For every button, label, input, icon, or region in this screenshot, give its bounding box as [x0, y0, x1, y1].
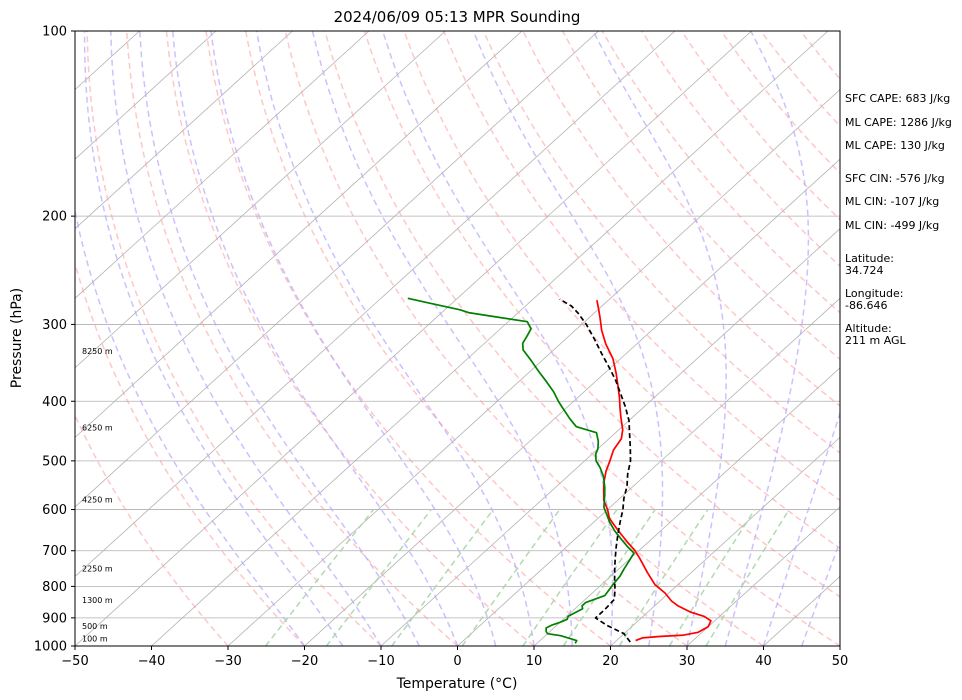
dry-adiabat	[443, 31, 840, 502]
x-tick-label: −50	[61, 654, 88, 669]
y-tick-label: 400	[42, 395, 67, 410]
isotherm	[75, 31, 599, 508]
sounding-traces	[407, 297, 712, 644]
x-tick-label: −20	[291, 654, 318, 669]
temperature-line	[596, 300, 712, 642]
isotherm	[380, 228, 840, 646]
x-tick-label: −30	[214, 654, 241, 669]
mixing-ratio-line	[705, 509, 790, 646]
mixing-ratio-line	[668, 509, 756, 646]
moist-adiabat	[255, 31, 535, 646]
y-axis-label: Pressure (hPa)	[9, 288, 25, 388]
y-tick-label: 800	[42, 580, 67, 595]
x-tick-label: 10	[526, 654, 543, 669]
y-tick-label: 600	[42, 503, 67, 518]
sfc-cape-text: SFC CAPE: 683 J/kg	[845, 92, 950, 105]
height-label: 100 m	[82, 635, 108, 644]
altitude-label: Altitude:	[845, 322, 892, 335]
latitude-value: 34.724	[845, 264, 884, 277]
moist-adiabat	[83, 31, 344, 646]
ml-cin-text-2: ML CIN: -499 J/kg	[845, 219, 939, 232]
x-ticks: −50 −40 −30 −20 −10 0 10 20 30 40 50	[61, 646, 848, 669]
height-label: 1300 m	[82, 596, 113, 605]
isotherm	[457, 297, 840, 646]
moist-adiabat	[171, 31, 459, 646]
dry-adiabat	[403, 31, 840, 550]
altitude-value: 211 m AGL	[845, 334, 907, 347]
height-label: 8250 m	[82, 347, 113, 356]
x-tick-label: −10	[367, 654, 394, 669]
dry-adiabat	[125, 31, 459, 646]
ml-cape-text-2: ML CAPE: 130 J/kg	[845, 139, 945, 152]
isotherm	[610, 436, 840, 646]
stats-panel: SFC CAPE: 683 J/kg ML CAPE: 1286 J/kg ML…	[845, 92, 952, 347]
y-tick-label: 200	[42, 210, 67, 225]
height-label: 500 m	[82, 622, 108, 631]
x-tick-label: 30	[679, 654, 696, 669]
dry-adiabat	[86, 31, 382, 646]
mixing-ratio-line	[562, 509, 656, 646]
moist-adiabat	[311, 31, 574, 646]
dry-adiabat	[75, 260, 306, 646]
dewpoint-line	[407, 297, 635, 644]
background-lines	[75, 31, 840, 646]
x-tick-label: 0	[453, 654, 461, 669]
height-label: 6250 m	[82, 423, 113, 432]
moist-adiabat	[139, 31, 420, 646]
ml-cape-text-1: ML CAPE: 1286 J/kg	[845, 116, 952, 129]
mixing-ratio-line	[522, 509, 618, 646]
isotherm	[151, 31, 829, 646]
isotherm	[75, 31, 293, 230]
moist-adiabat	[75, 207, 306, 646]
longitude-value: -86.646	[845, 299, 887, 312]
mixing-ratio-line	[461, 509, 561, 646]
isotherm	[75, 31, 752, 646]
y-tick-label: 300	[42, 318, 67, 333]
dry-adiabat	[165, 31, 535, 646]
isotherm	[75, 31, 370, 299]
longitude-label: Longitude:	[845, 287, 903, 300]
isotherm	[686, 506, 840, 646]
x-tick-label: 40	[755, 654, 772, 669]
y-ticks: 1000 900 800 700 600 500 400 300 200 100	[34, 25, 75, 655]
latitude-label: Latitude:	[845, 252, 894, 265]
moist-adiabat	[472, 31, 664, 646]
y-tick-label: 100	[42, 25, 67, 40]
parcel-line	[559, 298, 632, 643]
chart-title: 2024/06/09 05:13 MPR Sounding	[334, 8, 581, 26]
ml-cin-text-1: ML CIN: -107 J/kg	[845, 195, 939, 208]
x-tick-label: 50	[832, 654, 849, 669]
y-tick-label: 500	[42, 454, 67, 469]
sfc-cin-text: SFC CIN: -576 J/kg	[845, 172, 945, 185]
moist-adiabat	[210, 31, 497, 646]
moist-adiabat	[110, 31, 382, 646]
x-tick-label: 20	[602, 654, 619, 669]
dry-adiabat	[244, 31, 688, 646]
mixing-ratio-line	[391, 509, 494, 646]
moist-adiabat	[724, 31, 810, 646]
height-label: 4250 m	[82, 496, 113, 505]
dry-adiabat	[363, 31, 840, 598]
dry-adiabat	[284, 31, 764, 646]
x-tick-label: −40	[138, 654, 165, 669]
x-axis-label: Temperature (°C)	[396, 676, 518, 692]
height-labels: 100 m 500 m 1300 m 2250 m 4250 m 6250 m 8250 m	[82, 347, 113, 643]
isotherm	[75, 31, 446, 369]
height-label: 2250 m	[82, 564, 113, 573]
moist-adiabat	[762, 410, 840, 646]
y-tick-label: 1000	[34, 640, 67, 655]
y-tick-label: 900	[42, 611, 67, 626]
y-tick-label: 700	[42, 544, 67, 559]
isotherm	[227, 89, 840, 646]
isotherm	[75, 31, 523, 438]
isotherm	[75, 31, 217, 160]
mixing-ratio-line	[325, 509, 432, 646]
isotherm	[75, 31, 676, 577]
isotherm	[533, 367, 840, 646]
mixing-ratio-line	[265, 509, 374, 646]
isotherm	[304, 158, 840, 646]
